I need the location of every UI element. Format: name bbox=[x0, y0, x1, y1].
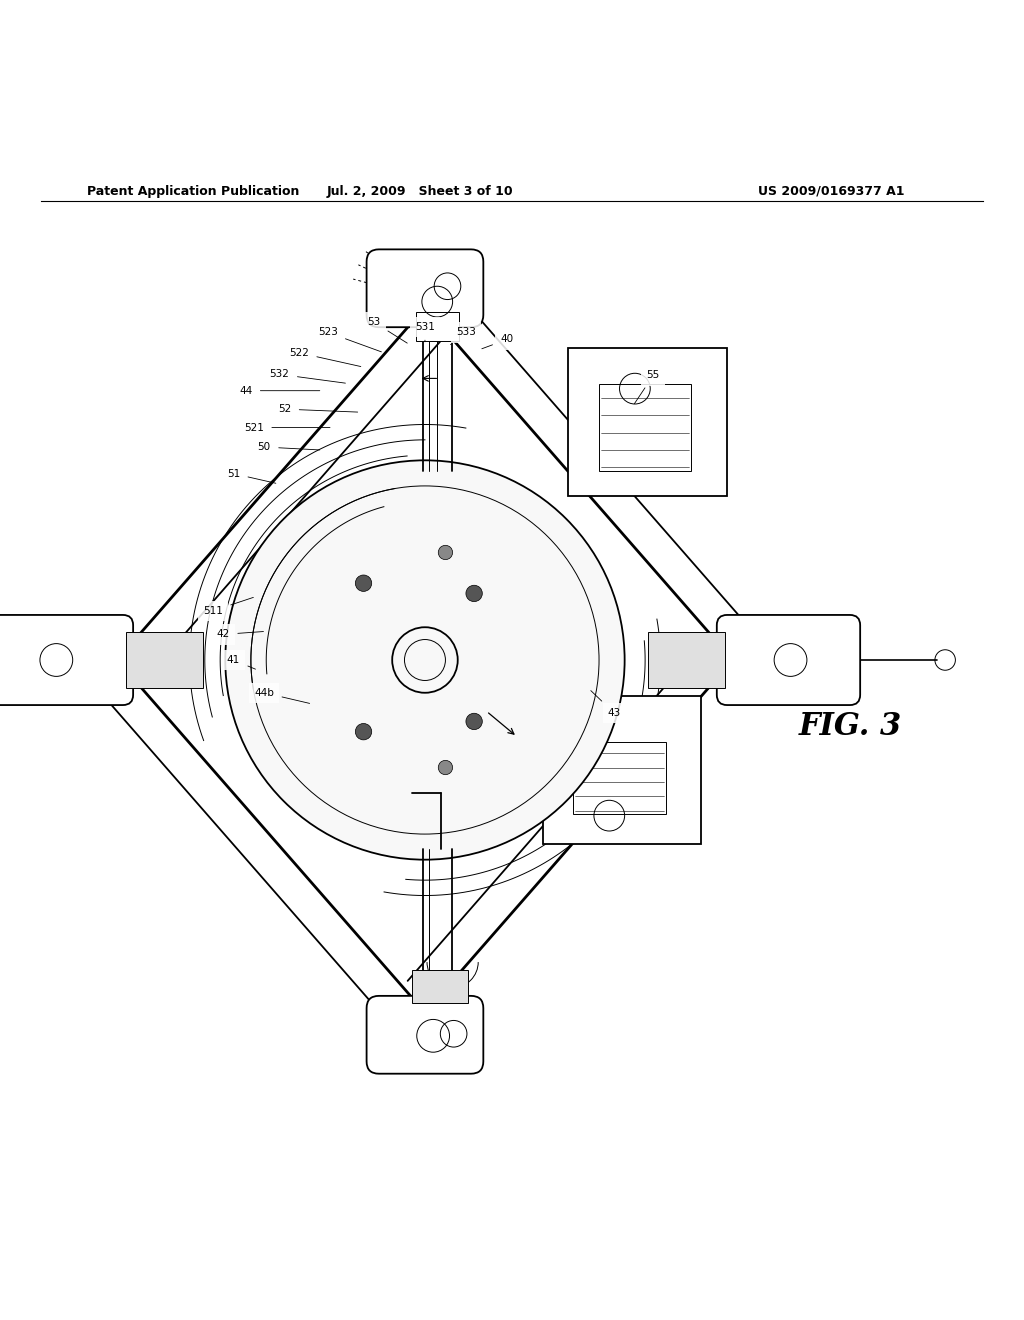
Bar bbox=[416, 312, 459, 341]
Text: 533: 533 bbox=[451, 327, 476, 345]
FancyBboxPatch shape bbox=[367, 249, 483, 327]
Text: 55: 55 bbox=[635, 371, 659, 404]
Text: 523: 523 bbox=[317, 327, 381, 352]
Circle shape bbox=[438, 545, 453, 560]
Bar bbox=[648, 632, 725, 688]
Bar bbox=[543, 696, 701, 845]
Bar bbox=[573, 742, 666, 813]
Text: 43: 43 bbox=[591, 690, 621, 718]
Text: 40: 40 bbox=[482, 334, 513, 348]
Bar bbox=[412, 970, 468, 1003]
Text: 41: 41 bbox=[227, 655, 255, 669]
Circle shape bbox=[466, 585, 482, 602]
Text: 53: 53 bbox=[368, 317, 408, 343]
FancyBboxPatch shape bbox=[367, 995, 483, 1073]
FancyBboxPatch shape bbox=[717, 615, 860, 705]
Text: US 2009/0169377 A1: US 2009/0169377 A1 bbox=[758, 185, 904, 198]
Text: Jul. 2, 2009   Sheet 3 of 10: Jul. 2, 2009 Sheet 3 of 10 bbox=[327, 185, 513, 198]
Text: FIG. 3: FIG. 3 bbox=[799, 711, 902, 742]
Text: 522: 522 bbox=[289, 347, 360, 367]
Circle shape bbox=[355, 723, 372, 741]
FancyBboxPatch shape bbox=[0, 615, 133, 705]
Text: 521: 521 bbox=[244, 422, 330, 433]
Text: 531: 531 bbox=[415, 322, 435, 342]
Bar bbox=[126, 632, 203, 688]
Text: 44: 44 bbox=[240, 385, 319, 396]
Text: 51: 51 bbox=[227, 469, 275, 483]
Text: Patent Application Publication: Patent Application Publication bbox=[87, 185, 299, 198]
Bar bbox=[568, 347, 727, 496]
Text: 42: 42 bbox=[217, 630, 263, 639]
Text: 50: 50 bbox=[258, 442, 319, 451]
Text: 511: 511 bbox=[203, 598, 253, 616]
Circle shape bbox=[438, 760, 453, 775]
Text: 52: 52 bbox=[279, 404, 357, 414]
Circle shape bbox=[355, 576, 372, 591]
Circle shape bbox=[466, 713, 482, 730]
Circle shape bbox=[225, 461, 625, 859]
Bar bbox=[599, 384, 691, 470]
Text: 532: 532 bbox=[269, 370, 345, 383]
Text: 44b: 44b bbox=[254, 688, 309, 704]
